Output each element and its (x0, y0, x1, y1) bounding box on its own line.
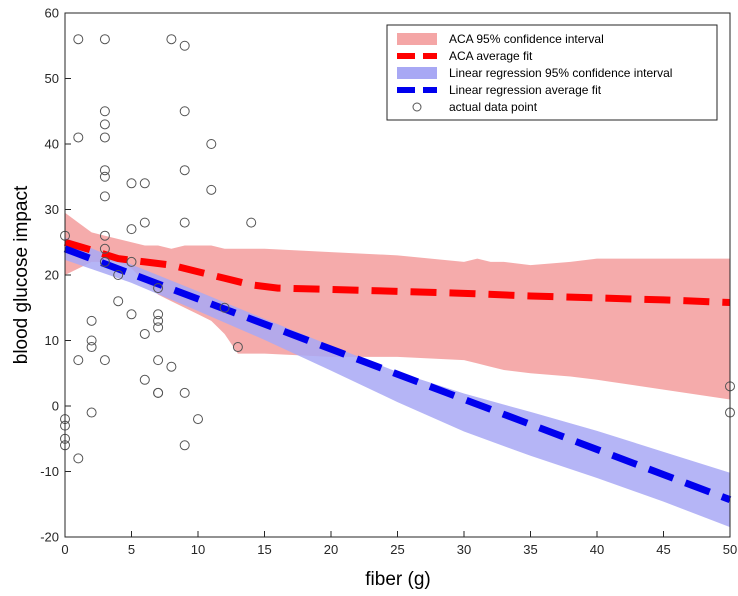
data-point (139, 374, 150, 385)
data-point (179, 40, 190, 51)
fit-line-2 (64, 238, 731, 307)
x-tick-label: 40 (590, 542, 604, 557)
data-point (73, 34, 84, 45)
data-point (179, 387, 190, 398)
data-point (86, 335, 97, 346)
x-tick-label: 50 (723, 542, 737, 557)
x-tick-label: 15 (257, 542, 271, 557)
data-point (153, 283, 164, 294)
data-point (86, 315, 97, 326)
data-point (126, 256, 137, 267)
data-point (99, 165, 110, 176)
data-point (73, 132, 84, 143)
legend: ACA 95% confidence interval ACA average f… (386, 24, 718, 121)
x-tick-label: 5 (128, 542, 135, 557)
data-point (113, 296, 124, 307)
data-point (139, 328, 150, 339)
legend-swatch-band (397, 67, 437, 79)
data-point (153, 355, 164, 366)
data-point (99, 256, 110, 267)
data-point (73, 453, 84, 464)
legend-box (386, 24, 718, 121)
x-axis-ticks: 0 5 10 15 20 25 30 35 40 45 50 (61, 531, 737, 557)
x-tick-label: 0 (61, 542, 68, 557)
x-axis-title: fiber (g) (365, 569, 430, 590)
legend-swatch-marker (412, 102, 422, 112)
data-point (206, 139, 217, 149)
data-point (153, 309, 164, 320)
y-tick-label: 10 (45, 333, 59, 348)
y-tick-label: -20 (40, 530, 59, 545)
fit-line-3 (63, 245, 732, 503)
data-point (99, 34, 110, 45)
y-tick-label: 50 (45, 71, 59, 86)
data-point (99, 119, 110, 130)
y-tick-label: 30 (45, 202, 59, 217)
data-point (99, 106, 110, 117)
data-point (179, 217, 190, 228)
data-point (139, 178, 150, 189)
x-tick-label: 45 (656, 542, 670, 557)
data-point (99, 171, 110, 182)
data-point (232, 342, 243, 353)
data-point (153, 315, 164, 326)
legend-label: Linear regression average fit (449, 83, 602, 97)
y-tick-label: -10 (40, 464, 59, 479)
data-point (139, 217, 150, 228)
data-point (193, 414, 203, 425)
data-point (153, 322, 164, 333)
x-tick-label: 10 (191, 542, 205, 557)
data-point (166, 361, 177, 372)
data-point (113, 270, 124, 280)
y-tick-label: 20 (45, 268, 59, 283)
y-tick-label: 0 (52, 399, 59, 414)
data-point (99, 230, 110, 241)
x-tick-label: 25 (390, 542, 404, 557)
data-point (153, 387, 164, 398)
data-point (126, 178, 137, 189)
data-point (126, 224, 137, 235)
legend-label: ACA average fit (449, 49, 533, 63)
data-point (99, 243, 110, 254)
x-tick-label: 20 (324, 542, 338, 557)
legend-swatch-band (397, 33, 437, 45)
data-point (206, 184, 217, 195)
data-point (99, 132, 110, 143)
data-point (219, 302, 230, 313)
data-point (86, 407, 97, 418)
data-point (179, 165, 190, 176)
y-axis-ticks: -20 -10 0 10 20 30 40 50 60 (40, 6, 71, 545)
data-point (179, 106, 190, 117)
legend-label: ACA 95% confidence interval (449, 32, 604, 46)
data-point (246, 217, 257, 228)
data-point (179, 440, 190, 451)
data-point (99, 355, 110, 366)
legend-label: actual data point (449, 100, 538, 114)
band-0 (65, 212, 730, 400)
y-axis-title: blood glucose impact (11, 185, 32, 364)
legend-label: Linear regression 95% confidence interva… (449, 66, 672, 80)
fit-lines (63, 238, 732, 503)
data-point (99, 191, 110, 202)
data-point (126, 309, 137, 320)
data-point (166, 34, 177, 45)
x-tick-label: 35 (523, 542, 537, 557)
y-tick-label: 40 (45, 137, 59, 152)
data-point (73, 355, 84, 366)
data-point (86, 342, 97, 353)
y-tick-label: 60 (45, 6, 59, 21)
x-tick-label: 30 (457, 542, 471, 557)
